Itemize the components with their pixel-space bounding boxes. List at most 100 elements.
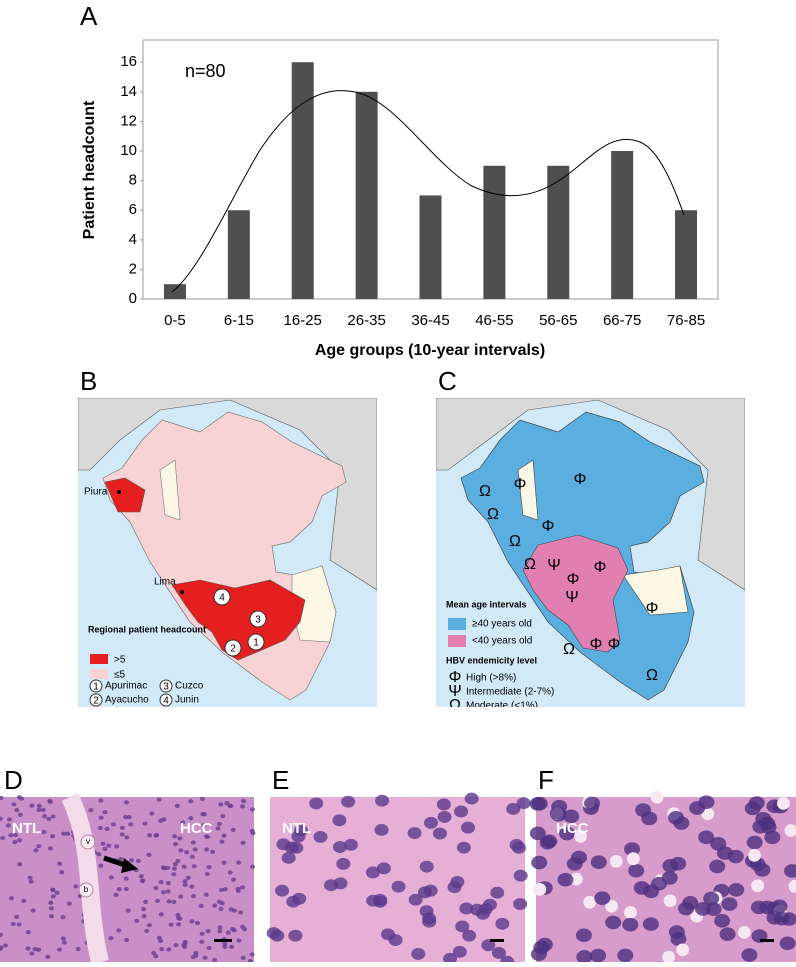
nucleus bbox=[682, 896, 699, 910]
nucleus bbox=[166, 947, 172, 952]
nucleus bbox=[219, 839, 225, 844]
nucleus bbox=[229, 944, 235, 950]
nucleus bbox=[134, 918, 140, 924]
nucleus bbox=[97, 825, 103, 831]
nucleus bbox=[61, 940, 67, 945]
nucleus bbox=[391, 880, 406, 893]
tissue-label: HCC bbox=[180, 820, 213, 837]
nucleus bbox=[123, 886, 129, 892]
nucleus bbox=[635, 803, 652, 817]
nucleus bbox=[10, 921, 16, 927]
nucleus bbox=[375, 794, 390, 807]
legend-label: Cuzco bbox=[175, 681, 204, 692]
legend-title: Mean age intervals bbox=[446, 599, 527, 609]
nucleus bbox=[617, 948, 634, 963]
nucleus bbox=[171, 866, 177, 871]
city-label: Lima bbox=[154, 577, 176, 588]
nucleus bbox=[60, 914, 66, 920]
nucleus bbox=[159, 947, 165, 952]
nucleus bbox=[249, 828, 255, 834]
legend-title: HBV endemicity level bbox=[446, 655, 537, 665]
vacuole bbox=[650, 790, 664, 804]
map-symbol: Φ bbox=[514, 476, 527, 493]
nucleus bbox=[750, 900, 767, 915]
legend-label: Intermediate (2-7%) bbox=[466, 687, 554, 698]
nucleus bbox=[689, 801, 706, 815]
nucleus bbox=[476, 907, 491, 920]
bar bbox=[291, 62, 314, 300]
nucleus bbox=[118, 856, 124, 862]
nucleus bbox=[36, 807, 42, 812]
nucleus bbox=[60, 936, 66, 941]
nucleus bbox=[461, 821, 476, 834]
nucleus bbox=[624, 842, 641, 856]
nucleus bbox=[216, 821, 222, 827]
region-marker: 1 bbox=[253, 638, 259, 649]
nucleus bbox=[184, 850, 190, 855]
nucleus bbox=[437, 810, 452, 823]
nucleus bbox=[119, 825, 125, 831]
nucleus bbox=[411, 947, 426, 960]
legend-marker-number: 4 bbox=[163, 696, 169, 707]
nucleus bbox=[755, 812, 772, 826]
nucleus bbox=[721, 897, 738, 911]
nucleus bbox=[142, 821, 148, 826]
nucleus bbox=[125, 908, 131, 913]
nucleus bbox=[50, 814, 56, 819]
nucleus bbox=[376, 862, 391, 875]
nucleus bbox=[123, 814, 129, 820]
nucleus bbox=[98, 863, 104, 868]
chart-a: A n=80 Age groups (10-year intervals) Pa… bbox=[80, 1, 719, 359]
map-symbol: Ψ bbox=[565, 589, 578, 606]
nucleus bbox=[422, 915, 437, 928]
nucleus bbox=[628, 863, 645, 878]
nucleus bbox=[224, 800, 230, 806]
nucleus bbox=[222, 944, 228, 949]
nucleus bbox=[198, 903, 204, 908]
vacuole bbox=[751, 879, 764, 893]
nucleus bbox=[464, 792, 479, 805]
nucleus bbox=[124, 937, 130, 943]
nucleus bbox=[419, 860, 434, 873]
tissue-label: NTL bbox=[12, 820, 41, 837]
nucleus bbox=[516, 797, 531, 810]
nucleus bbox=[158, 880, 164, 885]
nucleus bbox=[217, 929, 223, 934]
nucleus bbox=[222, 887, 228, 892]
vacuole bbox=[624, 905, 637, 919]
nucleus bbox=[50, 894, 56, 899]
nucleus bbox=[227, 870, 233, 875]
vacuole bbox=[663, 894, 677, 908]
tissue-label: NTL bbox=[282, 820, 311, 837]
legend-symbol: Φ bbox=[449, 669, 462, 686]
tissue-label: HCC bbox=[556, 820, 589, 837]
nucleus bbox=[227, 803, 233, 808]
nucleus bbox=[0, 835, 6, 841]
nucleus bbox=[141, 906, 147, 912]
bar bbox=[419, 195, 442, 299]
nucleus bbox=[140, 878, 146, 883]
nucleus bbox=[182, 882, 188, 888]
vacuole bbox=[788, 879, 796, 893]
nucleus bbox=[48, 900, 54, 905]
nucleus bbox=[104, 826, 110, 831]
nucleus bbox=[153, 885, 159, 891]
nucleus bbox=[110, 822, 116, 827]
nucleus bbox=[100, 841, 106, 846]
nucleus bbox=[116, 887, 122, 892]
map-symbol: Φ bbox=[567, 571, 580, 588]
nucleus bbox=[202, 955, 208, 960]
nucleus bbox=[536, 937, 553, 952]
nucleus bbox=[154, 833, 160, 838]
nucleus bbox=[744, 801, 761, 816]
nucleus bbox=[190, 954, 196, 960]
nucleus bbox=[481, 939, 496, 952]
y-tick-label: 8 bbox=[129, 172, 137, 189]
nucleus bbox=[174, 803, 180, 809]
nucleus bbox=[147, 833, 153, 838]
nucleus bbox=[225, 930, 231, 935]
y-tick-label: 16 bbox=[120, 53, 137, 70]
nucleus bbox=[452, 945, 467, 958]
legend-label: >5 bbox=[114, 655, 126, 666]
x-tick-label: 56-65 bbox=[539, 312, 577, 329]
